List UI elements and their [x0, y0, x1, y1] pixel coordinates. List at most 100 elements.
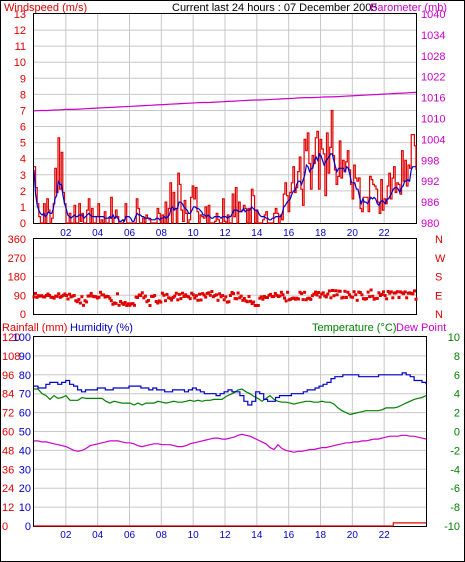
direction-point [354, 293, 358, 297]
compass-tick-label: W [435, 253, 446, 265]
temperature-tick-label: -6 [450, 483, 460, 495]
direction-point [133, 303, 136, 307]
humidity-tick-label: 30 [19, 464, 31, 476]
direction-point [341, 296, 345, 299]
direction-point [85, 300, 89, 304]
climate-x-tick-label: 08 [156, 530, 168, 541]
temperature-tick-label: -4 [450, 464, 460, 476]
direction-point [289, 297, 293, 301]
direction-point [165, 292, 169, 296]
direction-point [377, 291, 381, 295]
direction-point [95, 296, 99, 300]
windspeed-tick-label: 8 [20, 89, 26, 101]
direction-point [382, 290, 385, 294]
direction-point [395, 290, 399, 294]
direction-point [190, 291, 194, 295]
direction-point [312, 292, 316, 296]
direction-point [372, 297, 376, 301]
direction-point [117, 303, 121, 307]
direction-point [392, 291, 396, 295]
direction-point [314, 290, 317, 294]
direction-point [83, 299, 87, 303]
direction-point [371, 294, 375, 298]
direction-point [281, 293, 285, 297]
wind-x-tick-label: 22 [379, 228, 391, 239]
direction-point [298, 290, 302, 294]
direction-point [375, 296, 379, 300]
direction-point [317, 291, 321, 294]
direction-point [216, 298, 220, 302]
direction-point [202, 293, 206, 297]
direction-point [143, 294, 147, 298]
direction-point [306, 296, 310, 300]
direction-point [194, 294, 198, 298]
direction-point [187, 295, 191, 299]
direction-point [301, 298, 305, 302]
compass-tick-label: E [435, 290, 442, 302]
direction-point [335, 293, 339, 297]
direction-point [160, 291, 164, 295]
direction-point [198, 292, 201, 296]
direction-point [153, 294, 157, 297]
compass-tick-label: S [435, 272, 442, 284]
dewpoint-line [34, 433, 427, 453]
wind-x-tick-label: 14 [251, 228, 263, 239]
rainfall-tick-label: 36 [2, 464, 14, 476]
humidity-tick-label: 0 [25, 521, 31, 533]
dewpoint-axis-title: Dew Point [396, 322, 446, 334]
direction-point [204, 295, 208, 299]
direction-point [414, 297, 418, 301]
windspeed-tick-label: 0 [20, 218, 26, 230]
barometer-tick-label: 1016 [421, 93, 445, 105]
wind-x-tick-label: 18 [315, 228, 327, 239]
direction-point [97, 295, 101, 299]
humidity-tick-label: 10 [19, 502, 31, 514]
windspeed-tick-label: 13 [14, 9, 26, 21]
direction-point [191, 293, 195, 297]
direction-point [168, 296, 172, 300]
direction-point [49, 295, 53, 299]
barometer-tick-label: 1034 [421, 30, 445, 42]
direction-point [413, 289, 416, 293]
direction-point [261, 297, 265, 301]
direction-point [66, 297, 70, 301]
rainfall-line [34, 522, 426, 527]
direction-point [92, 295, 96, 299]
wind-x-tick-label: 10 [188, 228, 200, 239]
direction-point [222, 298, 226, 302]
wind-panel-frame [33, 13, 417, 224]
direction-point [213, 294, 217, 297]
windspeed-line [34, 109, 417, 224]
direction-tick-label: 180 [8, 272, 26, 284]
direction-point [239, 294, 243, 298]
chart-title: Current last 24 hours : 07 December 2005 [172, 2, 377, 14]
wind-x-tick-label: 20 [347, 228, 359, 239]
direction-point [326, 292, 330, 296]
direction-point [399, 290, 402, 294]
direction-point [112, 301, 116, 305]
compass-tick-label: N [435, 234, 443, 246]
direction-point [142, 296, 146, 300]
direction-point [391, 296, 395, 300]
temperature-tick-label: -8 [450, 502, 460, 514]
barometer-tick-label: 992 [421, 176, 439, 188]
direction-point [86, 294, 90, 298]
direction-point [60, 294, 64, 298]
direction-point [242, 296, 246, 300]
climate-x-tick-label: 10 [188, 530, 200, 541]
direction-point [65, 294, 68, 297]
direction-point [349, 295, 353, 299]
direction-point [102, 293, 106, 297]
rainfall-tick-label: 120 [2, 332, 20, 344]
direction-point [46, 292, 50, 296]
direction-point [123, 301, 127, 304]
wind-x-tick-label: 06 [124, 228, 136, 239]
rainfall-tick-label: 84 [2, 389, 14, 401]
direction-point [232, 292, 235, 296]
direction-point [408, 291, 412, 295]
climate-x-tick-label: 02 [60, 530, 72, 541]
direction-point [55, 294, 59, 298]
windspeed-tick-label: 12 [14, 25, 26, 37]
